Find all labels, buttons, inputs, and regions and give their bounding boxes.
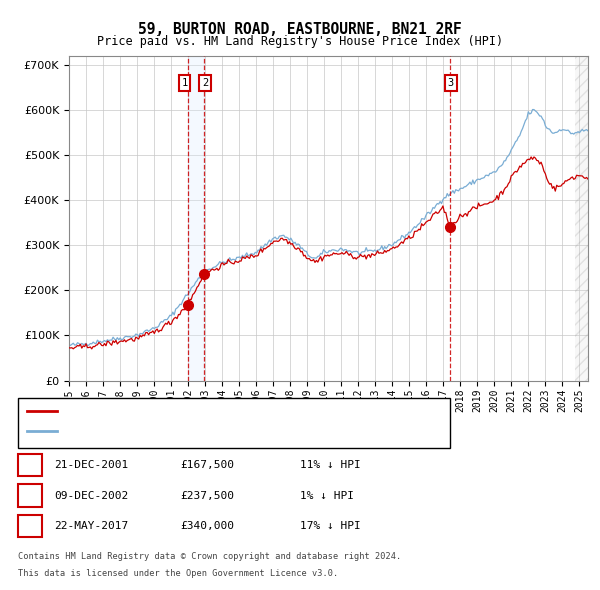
Text: 59, BURTON ROAD, EASTBOURNE, BN21 2RF: 59, BURTON ROAD, EASTBOURNE, BN21 2RF xyxy=(138,22,462,37)
Text: 11% ↓ HPI: 11% ↓ HPI xyxy=(300,460,361,470)
Text: 09-DEC-2002: 09-DEC-2002 xyxy=(54,491,128,500)
Text: £167,500: £167,500 xyxy=(180,460,234,470)
Text: This data is licensed under the Open Government Licence v3.0.: This data is licensed under the Open Gov… xyxy=(18,569,338,578)
Text: 3: 3 xyxy=(448,78,454,88)
Text: 59, BURTON ROAD, EASTBOURNE, BN21 2RF (detached house): 59, BURTON ROAD, EASTBOURNE, BN21 2RF (d… xyxy=(63,407,401,416)
Text: 1% ↓ HPI: 1% ↓ HPI xyxy=(300,491,354,500)
Text: 3: 3 xyxy=(26,522,34,531)
Bar xyxy=(188,56,204,381)
Text: 17% ↓ HPI: 17% ↓ HPI xyxy=(300,522,361,531)
Text: 2: 2 xyxy=(202,78,208,88)
Text: Price paid vs. HM Land Registry's House Price Index (HPI): Price paid vs. HM Land Registry's House … xyxy=(97,35,503,48)
Text: Contains HM Land Registry data © Crown copyright and database right 2024.: Contains HM Land Registry data © Crown c… xyxy=(18,552,401,561)
Text: HPI: Average price, detached house, Eastbourne: HPI: Average price, detached house, East… xyxy=(63,427,350,436)
Text: 2: 2 xyxy=(26,491,34,500)
Text: 22-MAY-2017: 22-MAY-2017 xyxy=(54,522,128,531)
Text: 21-DEC-2001: 21-DEC-2001 xyxy=(54,460,128,470)
Text: 1: 1 xyxy=(181,78,188,88)
Text: 1: 1 xyxy=(26,460,34,470)
Text: £340,000: £340,000 xyxy=(180,522,234,531)
Text: £237,500: £237,500 xyxy=(180,491,234,500)
